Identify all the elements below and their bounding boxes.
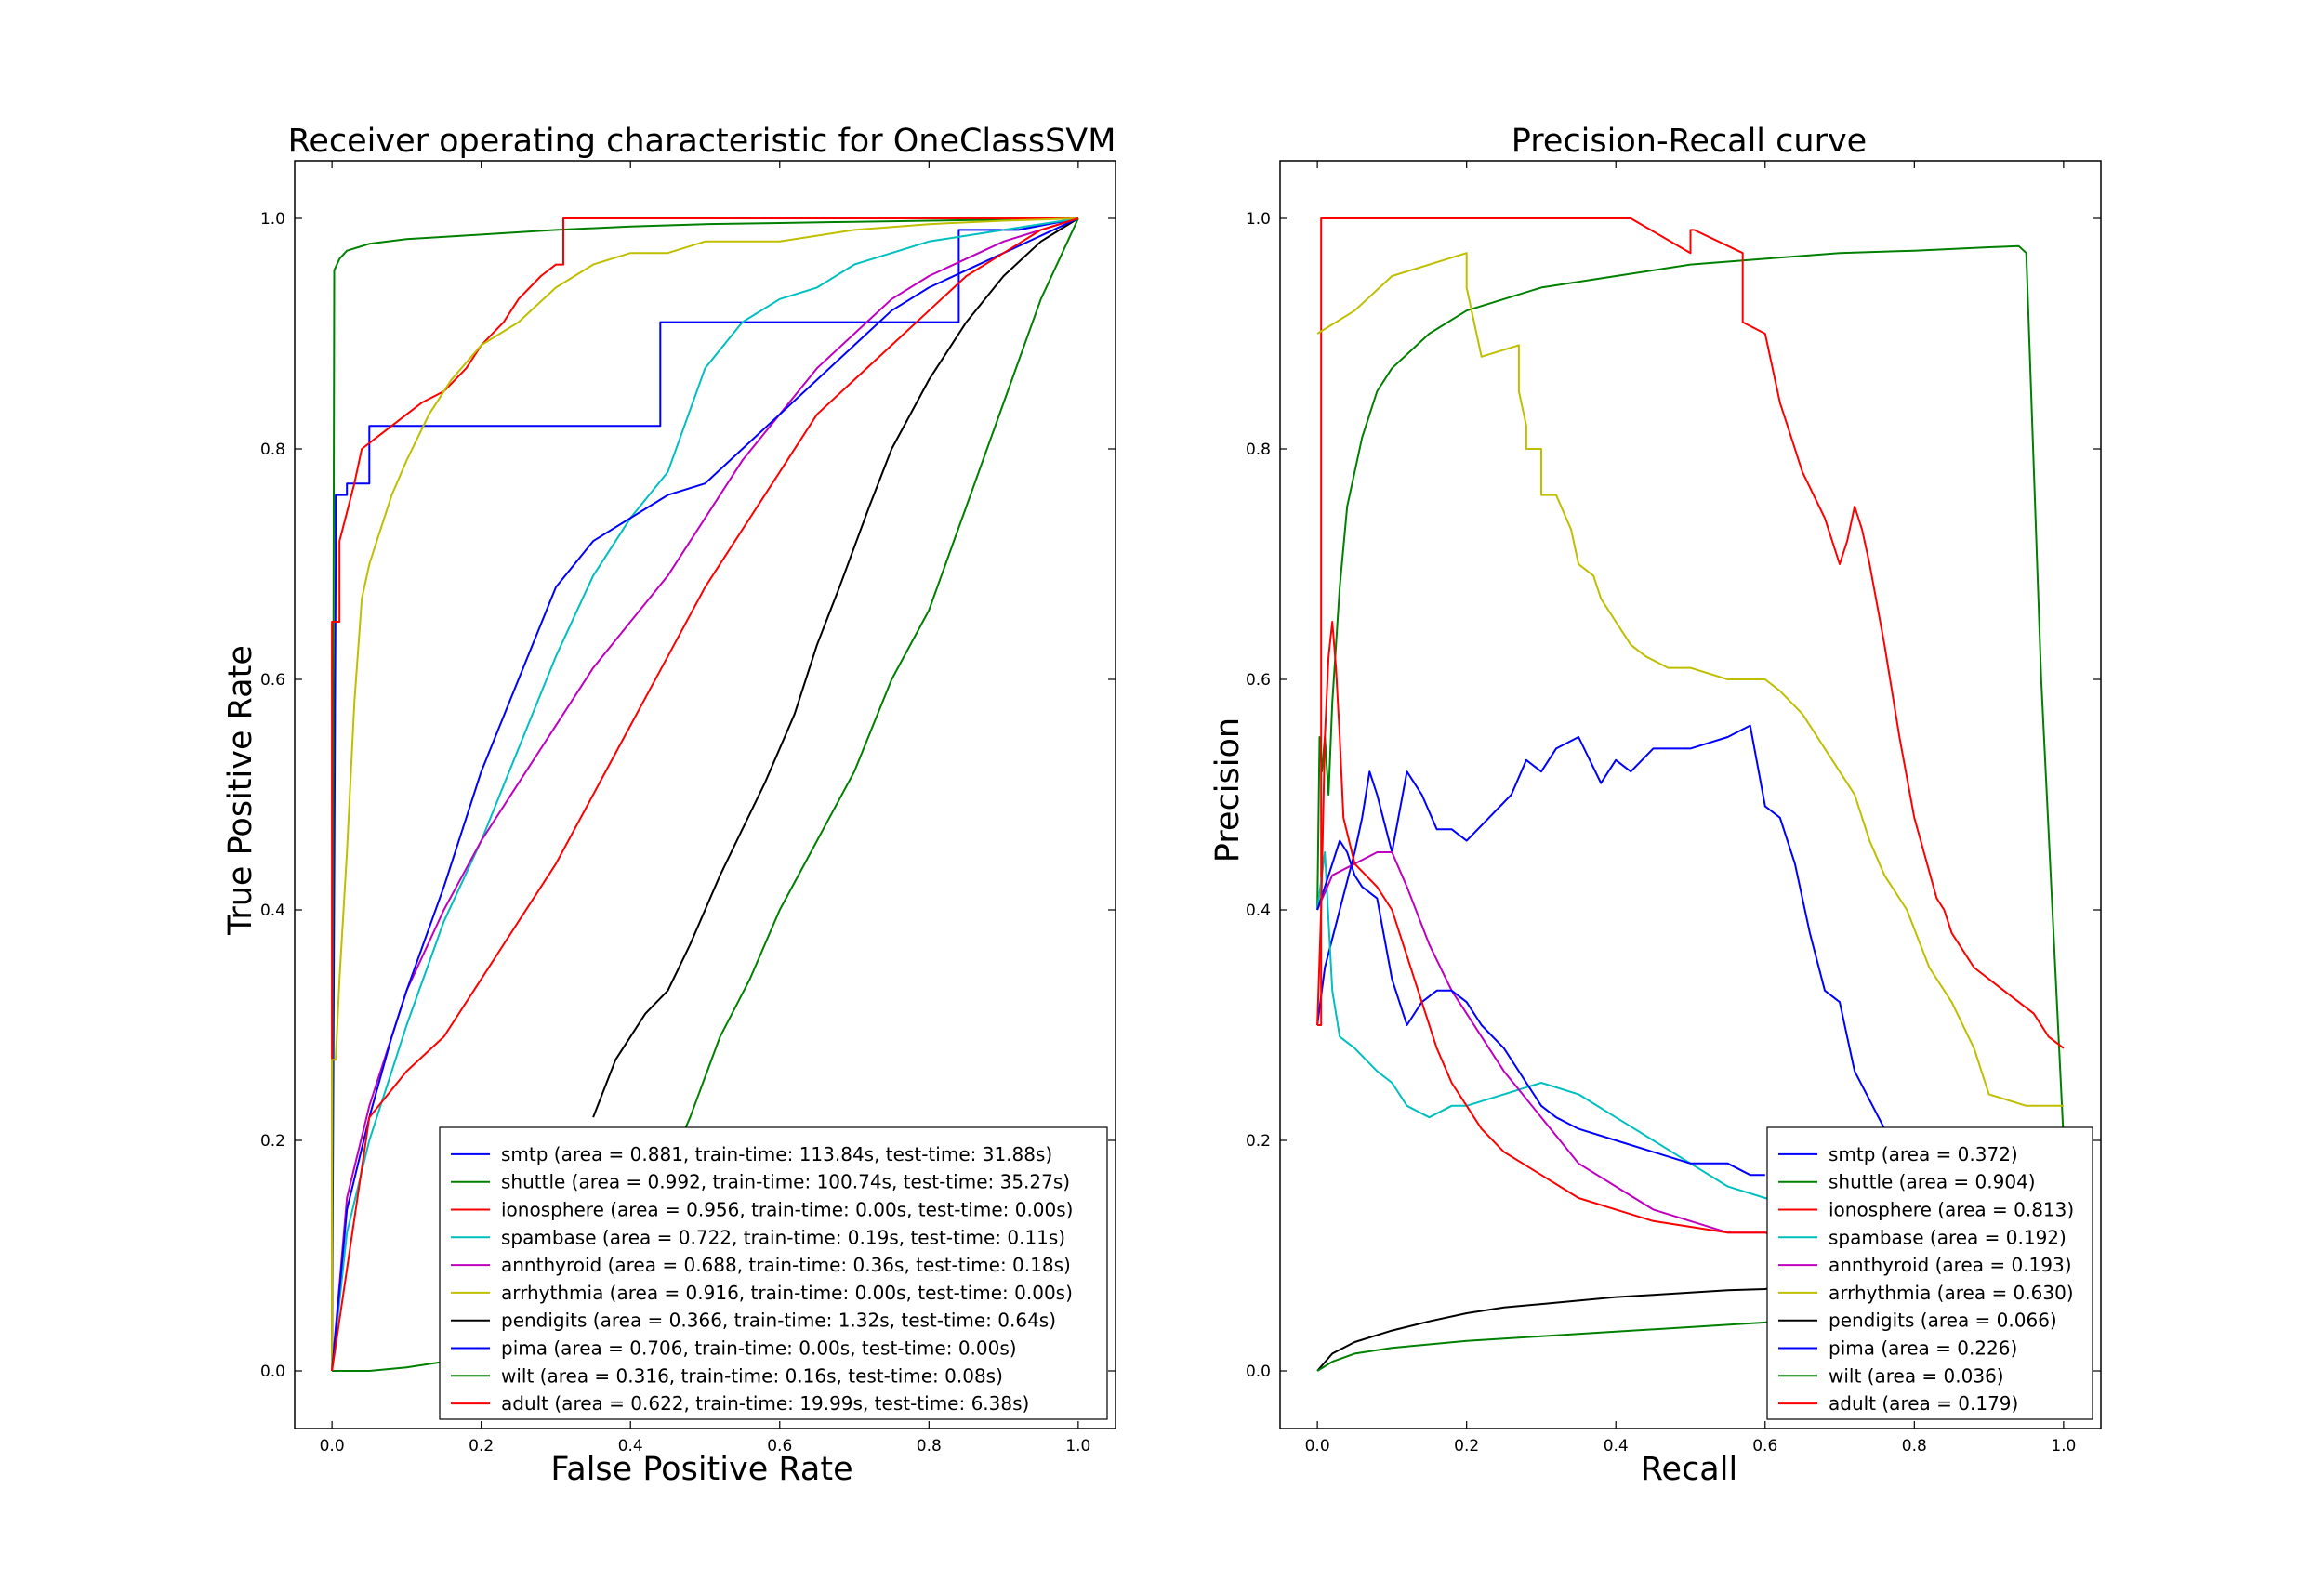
roc-x-tick-label: 0.6 — [767, 1437, 792, 1455]
pr-legend-label: smtp (area = 0.372) — [1829, 1143, 2018, 1165]
pr-legend-label: pendigits (area = 0.066) — [1829, 1310, 2057, 1332]
roc-chart: Receiver operating characteristic for On… — [222, 123, 1116, 1488]
roc-series-line-10 — [331, 217, 1079, 1372]
pr-series-line-9 — [1316, 1320, 1773, 1372]
pr-series-line-6 — [1316, 252, 2064, 1107]
roc-chart-title: Receiver operating characteristic for On… — [288, 123, 1116, 160]
pr-legend-label: shuttle (area = 0.904) — [1829, 1171, 2036, 1193]
pr-axes-frame — [1279, 160, 2102, 1429]
roc-series-line-1 — [331, 217, 1079, 1372]
pr-legend-label: annthyroid (area = 0.193) — [1829, 1254, 2072, 1276]
pr-y-tick-label: 0.2 — [1246, 1132, 1271, 1151]
pr-x-tick-label: 0.2 — [1454, 1437, 1479, 1455]
pr-legend-label: adult (area = 0.179) — [1829, 1392, 2018, 1415]
pr-x-axis-label: Recall — [1641, 1451, 1737, 1488]
pr-x-tick-label: 0.8 — [1902, 1437, 1927, 1455]
pr-legend-box — [1766, 1126, 2093, 1420]
roc-x-tick-label: 0.4 — [618, 1437, 643, 1455]
pr-x-tick-label: 0.0 — [1305, 1437, 1330, 1455]
pr-x-tick-label: 0.4 — [1604, 1437, 1629, 1455]
roc-legend-label: ionosphere (area = 0.956, train-time: 0.… — [501, 1199, 1073, 1221]
roc-series-line-2 — [331, 217, 1078, 1372]
roc-y-tick-label: 0.8 — [260, 441, 285, 459]
pr-series-line-10 — [1316, 621, 1841, 1245]
pr-legend-label: spambase (area = 0.192) — [1829, 1226, 2067, 1248]
pr-y-tick-label: 0.8 — [1246, 441, 1271, 459]
pr-series-line-3 — [1317, 217, 2065, 1049]
pr-legend: smtp (area = 0.372) shuttle (area = 0.904… — [1766, 1126, 2093, 1420]
roc-legend-label: smtp (area = 0.881, train-time: 113.84s,… — [501, 1143, 1052, 1165]
pr-series-line-7 — [1316, 1286, 1773, 1372]
pr-x-tick-label: 1.0 — [2051, 1437, 2076, 1455]
roc-y-tick-label: 0.0 — [260, 1363, 285, 1381]
pr-legend-label: wilt (area = 0.036) — [1829, 1364, 2004, 1387]
roc-y-tick-label: 0.6 — [260, 671, 285, 690]
roc-legend-label: arrhythmia (area = 0.916, train-time: 0.… — [501, 1282, 1073, 1304]
roc-x-tick-label: 0.0 — [320, 1437, 345, 1455]
pr-chart: Precision-Recall curve Recall Precision … — [1209, 123, 2102, 1488]
pr-y-tick-label: 0.6 — [1246, 671, 1271, 690]
roc-x-tick-label: 0.8 — [917, 1437, 942, 1455]
roc-x-tick-label: 1.0 — [1065, 1437, 1090, 1455]
roc-legend-label: annthyroid (area = 0.688, train-time: 0.… — [501, 1254, 1071, 1276]
pr-legend-label: ionosphere (area = 0.813) — [1829, 1199, 2074, 1221]
roc-y-axis-label: True Positive Rate — [222, 645, 259, 936]
roc-legend-label: wilt (area = 0.316, train-time: 0.16s, t… — [501, 1364, 1003, 1387]
roc-series-group — [331, 217, 1079, 1372]
roc-x-axis-label: False Positive Rate — [550, 1451, 852, 1488]
roc-series-line-7 — [592, 217, 1079, 1118]
pr-y-tick-label: 0.4 — [1246, 902, 1271, 920]
pr-x-tick-label: 0.6 — [1752, 1437, 1777, 1455]
pr-y-tick-label: 0.0 — [1246, 1363, 1271, 1381]
roc-x-tick-label: 0.2 — [469, 1437, 494, 1455]
pr-legend-label: pima (area = 0.226) — [1829, 1337, 2017, 1360]
roc-series-line-6 — [331, 217, 1078, 1371]
roc-legend-label: spambase (area = 0.722, train-time: 0.19… — [501, 1226, 1065, 1248]
roc-legend-label: pima (area = 0.706, train-time: 0.00s, t… — [501, 1337, 1017, 1360]
pr-series-line-8 — [1316, 839, 1765, 1177]
roc-series-line-3 — [331, 217, 1078, 1371]
roc-legend-label: adult (area = 0.622, train-time: 19.99s,… — [501, 1392, 1029, 1415]
roc-plot-area: 0.0 0.0 0.2 0.2 0.4 0.4 0.6 0.6 0.8 0.8 1.0 1.0 — [260, 160, 1116, 1455]
pr-series-line-1 — [1316, 724, 1886, 1130]
pr-y-axis-label: Precision — [1209, 718, 1247, 862]
pr-y-tick-label: 1.0 — [1246, 210, 1271, 229]
roc-legend-box — [439, 1126, 1108, 1420]
pr-legend-label: arrhythmia (area = 0.630) — [1829, 1282, 2074, 1304]
pr-chart-title: Precision-Recall curve — [1512, 123, 1867, 160]
roc-legend-label: pendigits (area = 0.366, train-time: 1.3… — [501, 1310, 1056, 1332]
roc-axes-frame — [294, 160, 1116, 1429]
roc-y-tick-label: 0.4 — [260, 902, 285, 920]
roc-series-line-8 — [331, 217, 1079, 1372]
roc-legend: smtp (area = 0.881, train-time: 113.84s,… — [439, 1126, 1108, 1420]
pr-series-line-2 — [1316, 244, 2065, 1141]
roc-legend-label: shuttle (area = 0.992, train-time: 100.7… — [501, 1171, 1070, 1193]
roc-y-tick-label: 1.0 — [260, 210, 285, 229]
roc-y-tick-label: 0.2 — [260, 1132, 285, 1151]
